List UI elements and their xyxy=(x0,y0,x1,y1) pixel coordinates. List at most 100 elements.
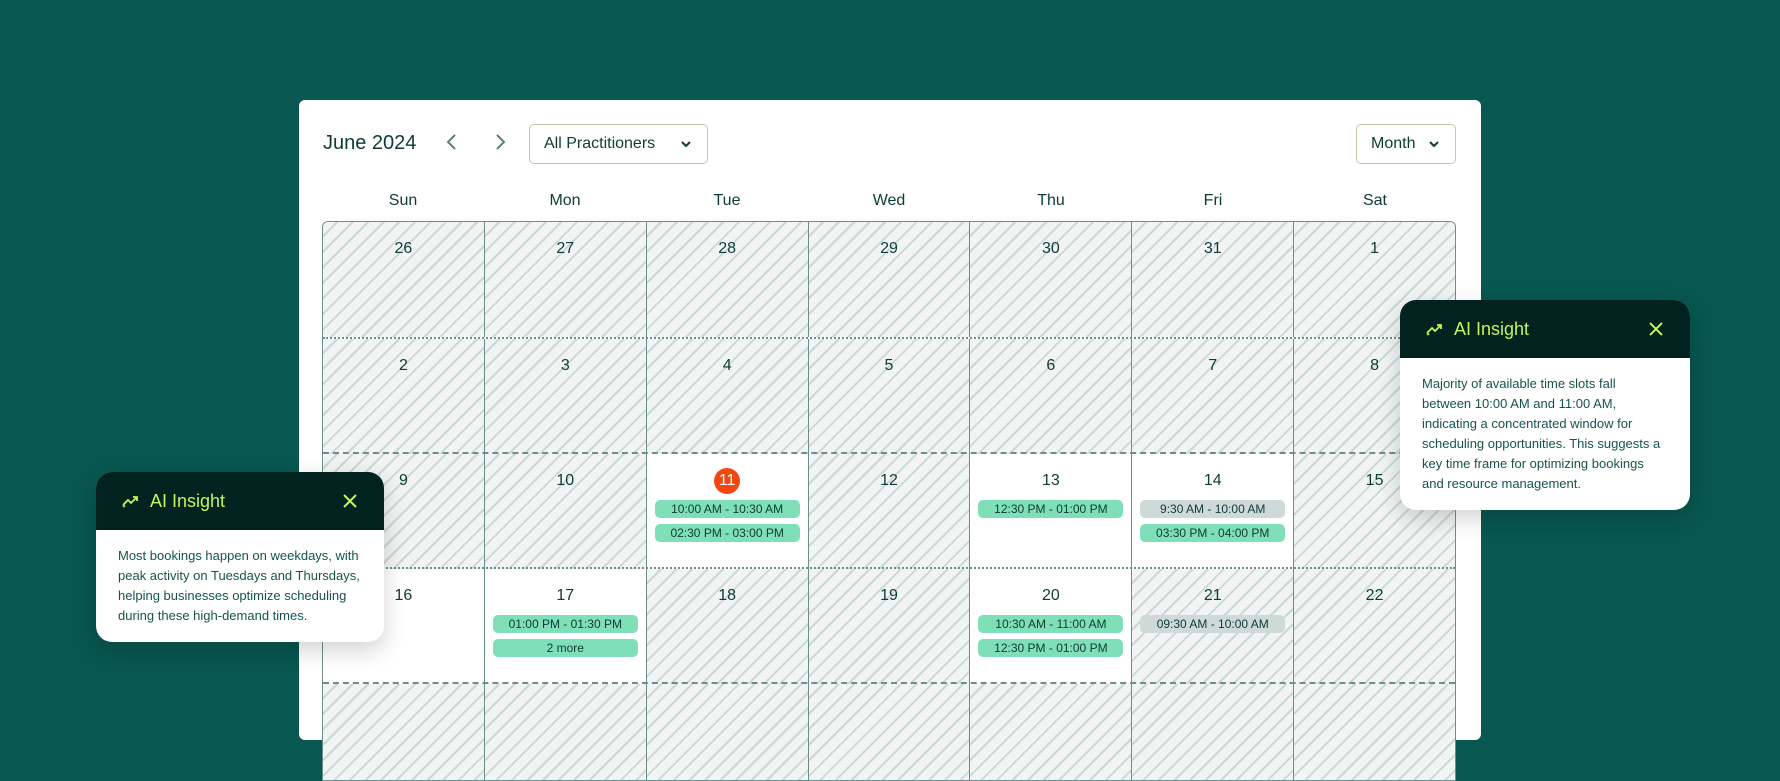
today-date-number: 11 xyxy=(714,468,741,494)
weekday-header: Thu xyxy=(1037,192,1065,209)
close-icon[interactable] xyxy=(340,491,360,511)
day-cell-unavailable[interactable]: 4 xyxy=(645,339,808,454)
chevron-right-icon xyxy=(496,134,506,150)
date-number: 12 xyxy=(880,472,898,489)
date-number: 19 xyxy=(880,587,898,604)
day-cell-unavailable[interactable] xyxy=(807,684,970,780)
ai-insight-popup-timeslots: AI Insight Majority of available time sl… xyxy=(1400,300,1690,510)
chevron-left-icon xyxy=(446,134,456,150)
week-row: 2 3 4 5 6 7 8 xyxy=(323,337,1455,454)
unavailable-slot[interactable]: 9:30 AM - 10:00 AM xyxy=(1140,500,1286,518)
day-cell-unavailable[interactable]: 29 xyxy=(807,222,970,337)
more-events-button[interactable]: 2 more xyxy=(492,639,638,657)
date-number: 16 xyxy=(394,587,413,604)
day-cell[interactable]: 11 10:00 AM - 10:30 AM 02:30 PM - 03:00 PM xyxy=(645,454,808,569)
week-row: 9 10 11 10:00 AM - 10:30 AM 02:30 PM - 03:00… xyxy=(323,452,1455,569)
date-number: 30 xyxy=(1041,240,1060,257)
insight-title: AI Insight xyxy=(150,490,226,511)
day-cell-unavailable[interactable]: 22 xyxy=(1293,569,1455,684)
date-number: 21 xyxy=(1203,587,1222,604)
day-cell[interactable]: 16 xyxy=(323,569,484,684)
day-cell-unavailable[interactable]: 30 xyxy=(969,222,1132,337)
view-select[interactable]: Month xyxy=(1356,124,1456,164)
day-cell-unavailable[interactable] xyxy=(645,684,808,780)
trending-sparkle-icon xyxy=(1426,324,1442,336)
day-cell[interactable]: 20 10:30 AM - 11:00 AM 12:30 PM - 01:00 PM xyxy=(969,569,1131,684)
available-slot[interactable]: 12:30 PM - 01:00 PM xyxy=(978,500,1124,518)
date-number: 26 xyxy=(394,240,413,257)
available-slot[interactable]: 10:30 AM - 11:00 AM xyxy=(978,615,1124,633)
weekday-header: Tue xyxy=(713,192,741,209)
day-cell-unavailable[interactable] xyxy=(483,684,646,780)
date-number xyxy=(1200,698,1226,724)
insight-title: AI Insight xyxy=(1454,318,1530,339)
available-slot[interactable]: 12:30 PM - 01:00 PM xyxy=(978,639,1124,657)
close-icon[interactable] xyxy=(1646,319,1666,339)
date-number xyxy=(552,698,578,724)
date-number: 31 xyxy=(1203,240,1222,257)
date-number: 18 xyxy=(718,587,737,604)
insight-text: Most bookings happen on weekdays, with p… xyxy=(118,548,360,623)
weekday-header: Sat xyxy=(1362,192,1387,209)
day-cell-unavailable[interactable] xyxy=(1293,684,1455,780)
day-cell-unavailable[interactable]: 19 xyxy=(807,569,970,684)
day-cell-unavailable[interactable]: 10 xyxy=(483,454,646,569)
date-number: 8 xyxy=(1370,357,1380,374)
day-cell-unavailable[interactable]: 7 xyxy=(1131,339,1294,454)
chevron-down-icon xyxy=(1429,141,1439,148)
date-number: 5 xyxy=(884,357,894,374)
day-cell-unavailable[interactable] xyxy=(1131,684,1294,780)
day-cell-unavailable[interactable]: 12 xyxy=(807,454,970,569)
day-cell-unavailable[interactable]: 27 xyxy=(483,222,646,337)
day-cell[interactable]: 17 01:00 PM - 01:30 PM 2 more xyxy=(483,569,646,684)
available-slot[interactable]: 01:00 PM - 01:30 PM xyxy=(492,615,638,633)
date-number: 3 xyxy=(560,357,570,374)
weekday-header: Mon xyxy=(549,192,581,209)
day-cell[interactable]: 14 9:30 AM - 10:00 AM 03:30 PM - 04:00 PM xyxy=(1131,454,1293,569)
date-number: 4 xyxy=(722,357,732,374)
date-number: 6 xyxy=(1046,357,1056,374)
available-slot[interactable]: 02:30 PM - 03:00 PM xyxy=(654,524,800,542)
day-cell-unavailable[interactable]: 31 xyxy=(1131,222,1294,337)
date-number: 9 xyxy=(398,472,408,489)
date-number: 28 xyxy=(718,240,737,257)
date-number xyxy=(876,698,902,724)
day-cell-unavailable[interactable]: 2 xyxy=(323,339,484,454)
practitioner-select[interactable]: All Practitioners xyxy=(529,124,708,164)
date-number: 10 xyxy=(556,472,575,489)
trending-sparkle-icon xyxy=(122,496,138,508)
date-number: 27 xyxy=(556,240,575,257)
calendar-card: June 2024 All Practitioners Month Sun Mon… xyxy=(299,100,1481,781)
available-slot[interactable]: 03:30 PM - 04:00 PM xyxy=(1140,524,1286,542)
insight-text: Majority of available time slots fall be… xyxy=(1422,376,1661,491)
next-month-button[interactable] xyxy=(488,130,512,154)
date-number: 17 xyxy=(556,587,575,604)
date-number: 29 xyxy=(880,240,898,257)
day-cell-unavailable[interactable]: 21 09:30 AM - 10:00 AM xyxy=(1131,569,1294,684)
day-cell[interactable]: 13 12:30 PM - 01:00 PM xyxy=(969,454,1131,569)
unavailable-slot[interactable]: 09:30 AM - 10:00 AM xyxy=(1140,615,1286,633)
date-number: 15 xyxy=(1365,472,1384,489)
week-row xyxy=(323,682,1455,780)
date-number: 13 xyxy=(1041,472,1060,489)
day-cell-unavailable[interactable] xyxy=(969,684,1132,780)
available-slot[interactable]: 10:00 AM - 10:30 AM xyxy=(654,500,800,518)
weekday-header: Wed xyxy=(872,192,906,209)
week-row: 26 27 28 29 30 31 1 xyxy=(323,222,1455,337)
day-cell-unavailable[interactable]: 26 xyxy=(323,222,484,337)
weekday-header: Fri xyxy=(1203,192,1223,209)
day-cell-unavailable[interactable]: 6 xyxy=(969,339,1132,454)
day-cell-unavailable[interactable]: 18 xyxy=(645,569,808,684)
weekday-header: Sun xyxy=(388,192,418,209)
day-cell-unavailable[interactable]: 3 xyxy=(483,339,646,454)
ai-insight-popup-weekdays: AI Insight Most bookings happen on weekd… xyxy=(96,472,384,642)
day-cell-unavailable[interactable]: 28 xyxy=(645,222,808,337)
date-number xyxy=(714,698,740,724)
week-row: 16 17 01:00 PM - 01:30 PM 2 more 18 19 20 10:30… xyxy=(323,567,1455,684)
chevron-down-icon xyxy=(681,141,691,148)
day-cell-unavailable[interactable] xyxy=(323,684,484,780)
day-cell-unavailable[interactable]: 5 xyxy=(807,339,970,454)
practitioner-select-value: All Practitioners xyxy=(544,135,656,152)
prev-month-button[interactable] xyxy=(440,130,464,154)
day-cell-unavailable[interactable]: 1 xyxy=(1293,222,1455,337)
